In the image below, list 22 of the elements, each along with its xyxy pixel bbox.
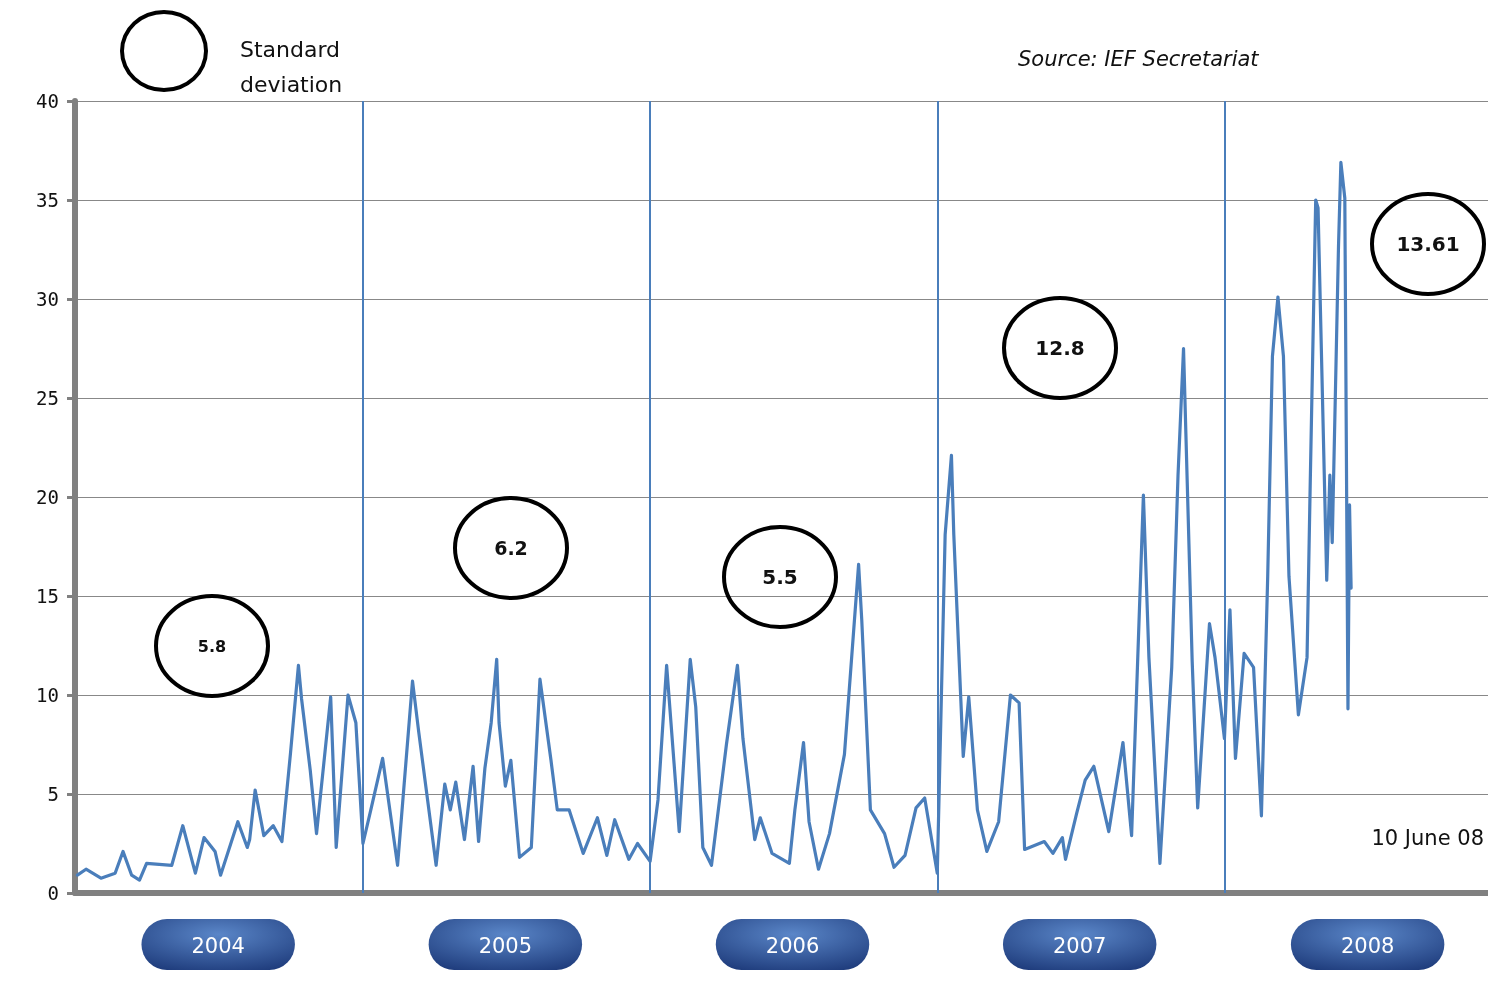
annotation: 10 June 08 xyxy=(1371,825,1484,850)
annotation: 5.8 xyxy=(197,636,227,656)
y-tick-label: 0 xyxy=(47,882,59,904)
y-tick-label: 30 xyxy=(36,288,59,310)
annotation: 13.61 xyxy=(1396,232,1460,256)
y-tick-label: 25 xyxy=(36,387,59,409)
y-tick-label: 20 xyxy=(36,486,59,508)
source-note: Source: IEF Secretariat xyxy=(1018,46,1260,71)
annotation: 12.8 xyxy=(1035,336,1085,360)
y-tick-label: 10 xyxy=(36,684,59,706)
x-tick-label: 2006 xyxy=(765,933,820,958)
x-tick-label: 2004 xyxy=(191,933,245,958)
annotation: 6.2 xyxy=(494,537,528,559)
annotation: 5.5 xyxy=(762,565,798,589)
y-tick-label: 5 xyxy=(47,783,59,805)
x-tick-label: 2005 xyxy=(478,933,533,958)
y-tick-label: 15 xyxy=(36,585,59,607)
x-tick-label: 2008 xyxy=(1340,933,1395,958)
y-tick-label: 40 xyxy=(36,90,59,112)
y-tick-label: 35 xyxy=(36,189,59,211)
x-tick-label: 2007 xyxy=(1052,933,1107,958)
text: Standard deviation xyxy=(240,37,348,97)
